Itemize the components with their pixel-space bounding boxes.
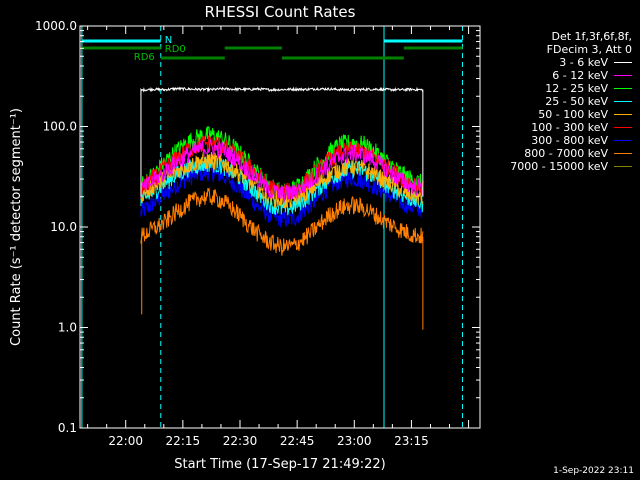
legend-label: 7000 - 15000 keV (510, 160, 608, 173)
legend-entry: 50 - 100 keV (474, 108, 632, 121)
series-line (140, 152, 423, 209)
state-bar-label: RD6 (134, 52, 155, 63)
x-tick-label: 23:15 (394, 434, 429, 448)
legend-swatch (614, 62, 632, 63)
legend-label: 25 - 50 keV (545, 95, 608, 108)
series-line (140, 86, 424, 95)
legend-entry: 7000 - 15000 keV (474, 160, 632, 173)
x-tick-label: 23:00 (337, 434, 372, 448)
y-axis-label: Count Rate (s⁻¹ detector segment⁻¹) (9, 108, 24, 346)
legend-swatch (614, 88, 632, 89)
legend-swatch (614, 75, 632, 76)
plot-frame (79, 25, 481, 429)
legend-label: 800 - 7000 keV (524, 147, 608, 160)
x-tick-label: 22:45 (280, 434, 315, 448)
legend-entry: 800 - 7000 keV (474, 147, 632, 160)
legend-entry: 6 - 12 keV (474, 69, 632, 82)
x-tick-label: 22:15 (166, 434, 201, 448)
y-tick-label: 0.1 (58, 421, 77, 435)
series-line (140, 187, 424, 256)
legend-label: 12 - 25 keV (545, 82, 608, 95)
axis-ticks: 1000.0 100.0 10.0 1.0 0.1 22:00 22:15 22:30 22:4… (35, 19, 480, 448)
series-layer (140, 86, 424, 330)
legend-label: 100 - 300 keV (531, 121, 608, 134)
legend-label: 6 - 12 keV (552, 69, 608, 82)
legend-header-1: Det 1f,3f,6f,8f, (551, 30, 632, 43)
y-tick-label: 1.0 (58, 321, 77, 335)
vertical-markers (81, 26, 463, 428)
legend-swatch (614, 153, 632, 154)
state-bar-label: N (165, 35, 172, 46)
timestamp: 1-Sep-2022 23:11 (553, 466, 634, 476)
legend-entry: 100 - 300 keV (474, 121, 632, 134)
y-tick-label: 100.0 (43, 120, 77, 134)
legend-header-2: FDecim 3, Att 0 (546, 43, 632, 56)
legend-swatch (614, 127, 632, 128)
legend-swatch (614, 166, 632, 167)
legend-swatch (614, 101, 632, 102)
legend-entry: 12 - 25 keV (474, 82, 632, 95)
x-tick-label: 22:30 (223, 434, 258, 448)
legend-swatch (614, 114, 632, 115)
legend-swatch (614, 140, 632, 141)
y-tick-label: 1000.0 (35, 19, 77, 33)
chart-title: RHESSI Count Rates (205, 3, 356, 21)
x-axis-label: Start Time (17-Sep-17 21:49:22) (174, 457, 385, 472)
x-tick-label: 22:00 (108, 434, 143, 448)
legend-entry: 25 - 50 keV (474, 95, 632, 108)
legend-label: 50 - 100 keV (538, 108, 608, 121)
y-tick-label: 10.0 (50, 220, 77, 234)
state-bar-label: RD0 (165, 44, 186, 55)
legend-entry: 3 - 6 keV (474, 56, 632, 69)
legend-label: 300 - 800 keV (531, 134, 608, 147)
series-line (140, 163, 424, 228)
series-line (140, 139, 424, 203)
legend: Det 1f,3f,6f,8f, FDecim 3, Att 0 3 - 6 k… (474, 30, 632, 173)
legend-label: 3 - 6 keV (559, 56, 608, 69)
legend-entry: 300 - 800 keV (474, 134, 632, 147)
